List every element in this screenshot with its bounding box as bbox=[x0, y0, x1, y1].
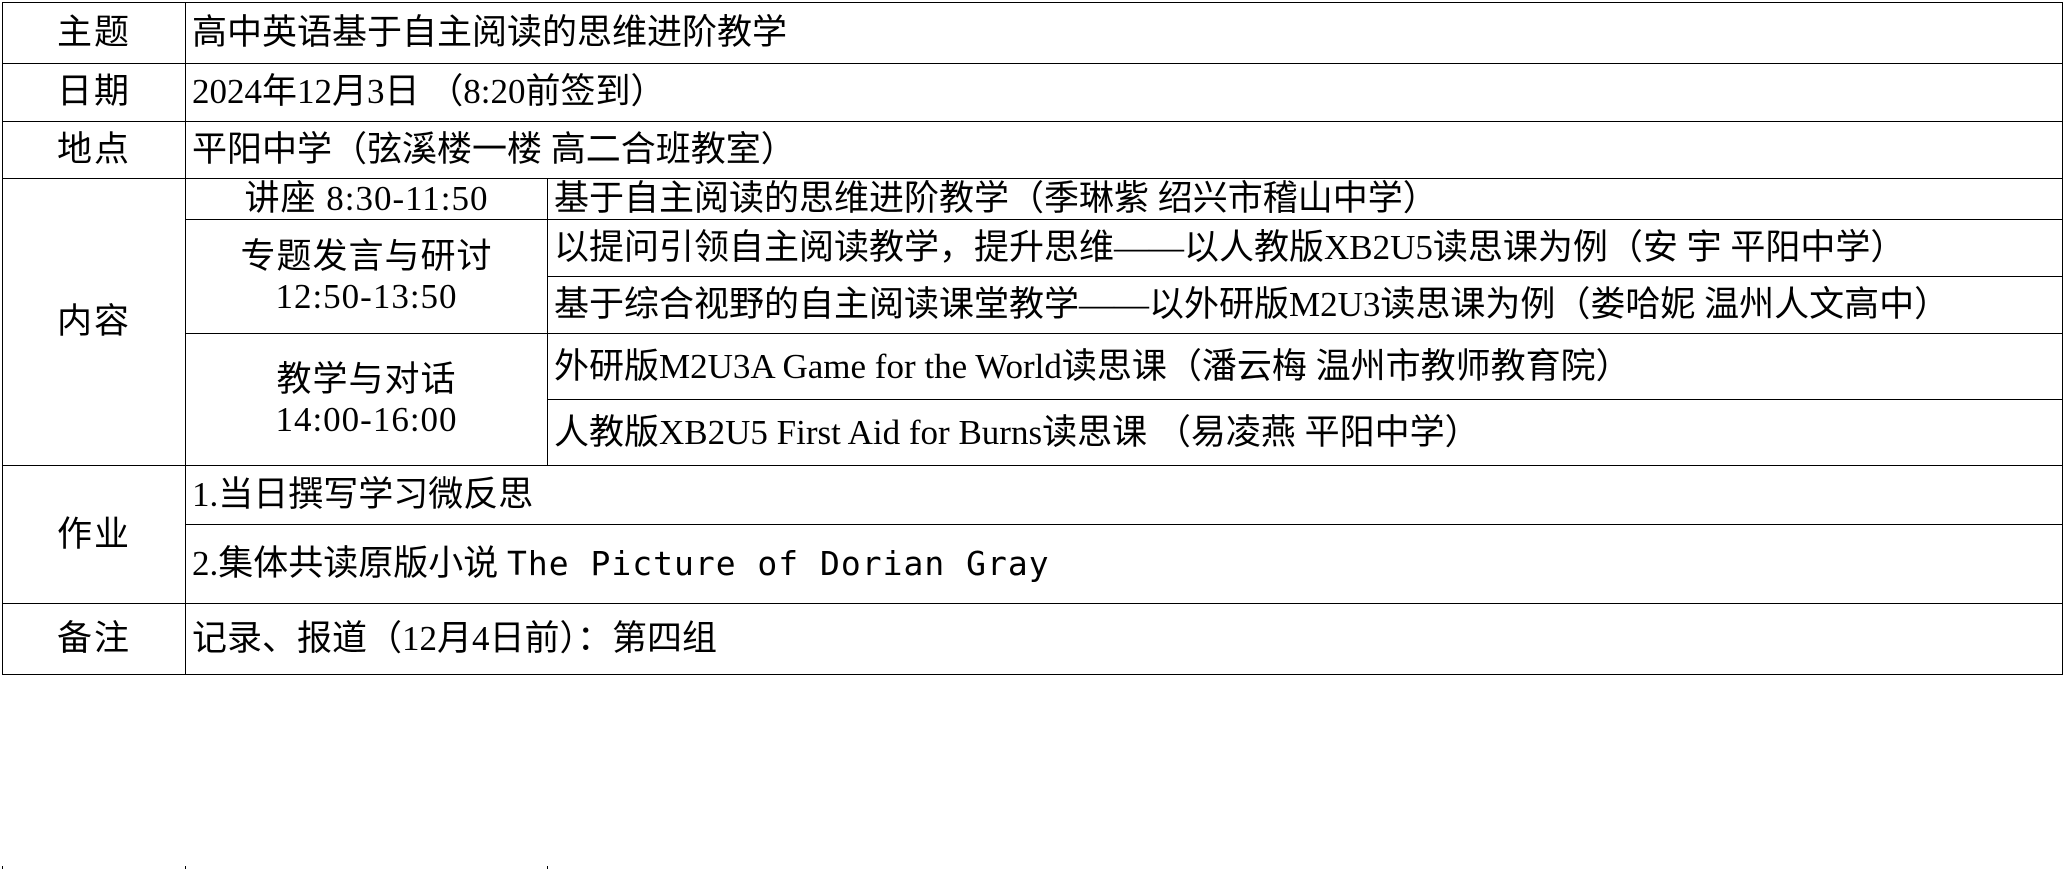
row-value-place: 平阳中学（弦溪楼一楼 高二合班教室） bbox=[184, 121, 2063, 179]
row-label-remark: 备注 bbox=[2, 603, 186, 676]
session-item-teaching-2: 人教版XB2U5 First Aid for Burns读思课 （易凌燕 平阳中… bbox=[546, 399, 2063, 467]
session-slot-teaching-title: 教学与对话 bbox=[276, 359, 457, 399]
schedule-table: 主题 高中英语基于自主阅读的思维进阶教学 日期 2024年12月3日 （8:20… bbox=[2, 2, 2063, 676]
table-row-date: 日期 2024年12月3日 （8:20前签到） bbox=[2, 63, 2063, 122]
session-item-teaching-1: 外研版M2U3A Game for the World读思课（潘云梅 温州市教师… bbox=[546, 333, 2063, 401]
table-row-homework-1: 作业 1.当日撰写学习微反思 bbox=[2, 465, 2063, 605]
table-row-remark: 备注 记录、报道（12月4日前）：第四组 bbox=[2, 603, 2063, 676]
homework-item-2-book: The Picture of Dorian Gray bbox=[507, 544, 1050, 584]
table-row-session-teaching-1: 教学与对话 14:00-16:00 外研版M2U3A Game for the … bbox=[3, 333, 2063, 467]
table-row-session-forum-1: 专题发言与研讨 12:50-13:50 以提问引领自主阅读教学，提升思维——以人… bbox=[3, 219, 2063, 335]
session-slot-teaching: 教学与对话 14:00-16:00 bbox=[185, 333, 548, 467]
row-value-date: 2024年12月3日 （8:20前签到） bbox=[184, 63, 2063, 122]
homework-item-2-prefix: 2.集体共读原版小说 bbox=[192, 544, 508, 584]
homework-item-2: 2.集体共读原版小说 The Picture of Dorian Gray bbox=[184, 524, 2063, 605]
table-row-topic: 主题 高中英语基于自主阅读的思维进阶教学 bbox=[2, 2, 2063, 64]
session-slot-lecture: 讲座 8:30-11:50 bbox=[185, 177, 548, 221]
table-row-session-forum-2: 基于综合视野的自主阅读课堂教学——以外研版M2U3读思课为例（娄哈妮 温州人文高… bbox=[3, 276, 2063, 335]
row-label-place: 地点 bbox=[2, 121, 186, 179]
session-item-forum-2: 基于综合视野的自主阅读课堂教学——以外研版M2U3读思课为例（娄哈妮 温州人文高… bbox=[546, 276, 2063, 335]
row-label-date: 日期 bbox=[2, 63, 186, 122]
table-row-session-teaching-2: 人教版XB2U5 First Aid for Burns读思课 （易凌燕 平阳中… bbox=[3, 399, 2063, 467]
session-slot-forum-title: 专题发言与研讨 bbox=[240, 236, 493, 276]
table-row-place: 地点 平阳中学（弦溪楼一楼 高二合班教室） bbox=[2, 121, 2063, 179]
session-item-forum-1: 以提问引领自主阅读教学，提升思维——以人教版XB2U5读思课为例（安 宇 平阳中… bbox=[546, 219, 2063, 278]
table-row-homework-2: 2.集体共读原版小说 The Picture of Dorian Gray bbox=[3, 524, 2063, 605]
session-slot-forum: 专题发言与研讨 12:50-13:50 bbox=[185, 219, 548, 335]
homework-item-1: 1.当日撰写学习微反思 bbox=[184, 465, 2063, 526]
row-value-topic: 高中英语基于自主阅读的思维进阶教学 bbox=[184, 2, 2063, 64]
row-value-remark: 记录、报道（12月4日前）：第四组 bbox=[184, 603, 2063, 676]
row-label-content: 内容 bbox=[2, 177, 186, 467]
table-row-session-lecture: 内容 讲座 8:30-11:50 基于自主阅读的思维进阶教学（季琳紫 绍兴市稽山… bbox=[2, 177, 2063, 467]
row-label-homework: 作业 bbox=[2, 465, 186, 605]
session-slot-forum-time: 12:50-13:50 bbox=[275, 276, 458, 316]
row-label-topic: 主题 bbox=[2, 2, 186, 64]
session-item-lecture-1: 基于自主阅读的思维进阶教学（季琳紫 绍兴市稽山中学） bbox=[546, 177, 2063, 221]
session-slot-teaching-time: 14:00-16:00 bbox=[275, 399, 458, 439]
